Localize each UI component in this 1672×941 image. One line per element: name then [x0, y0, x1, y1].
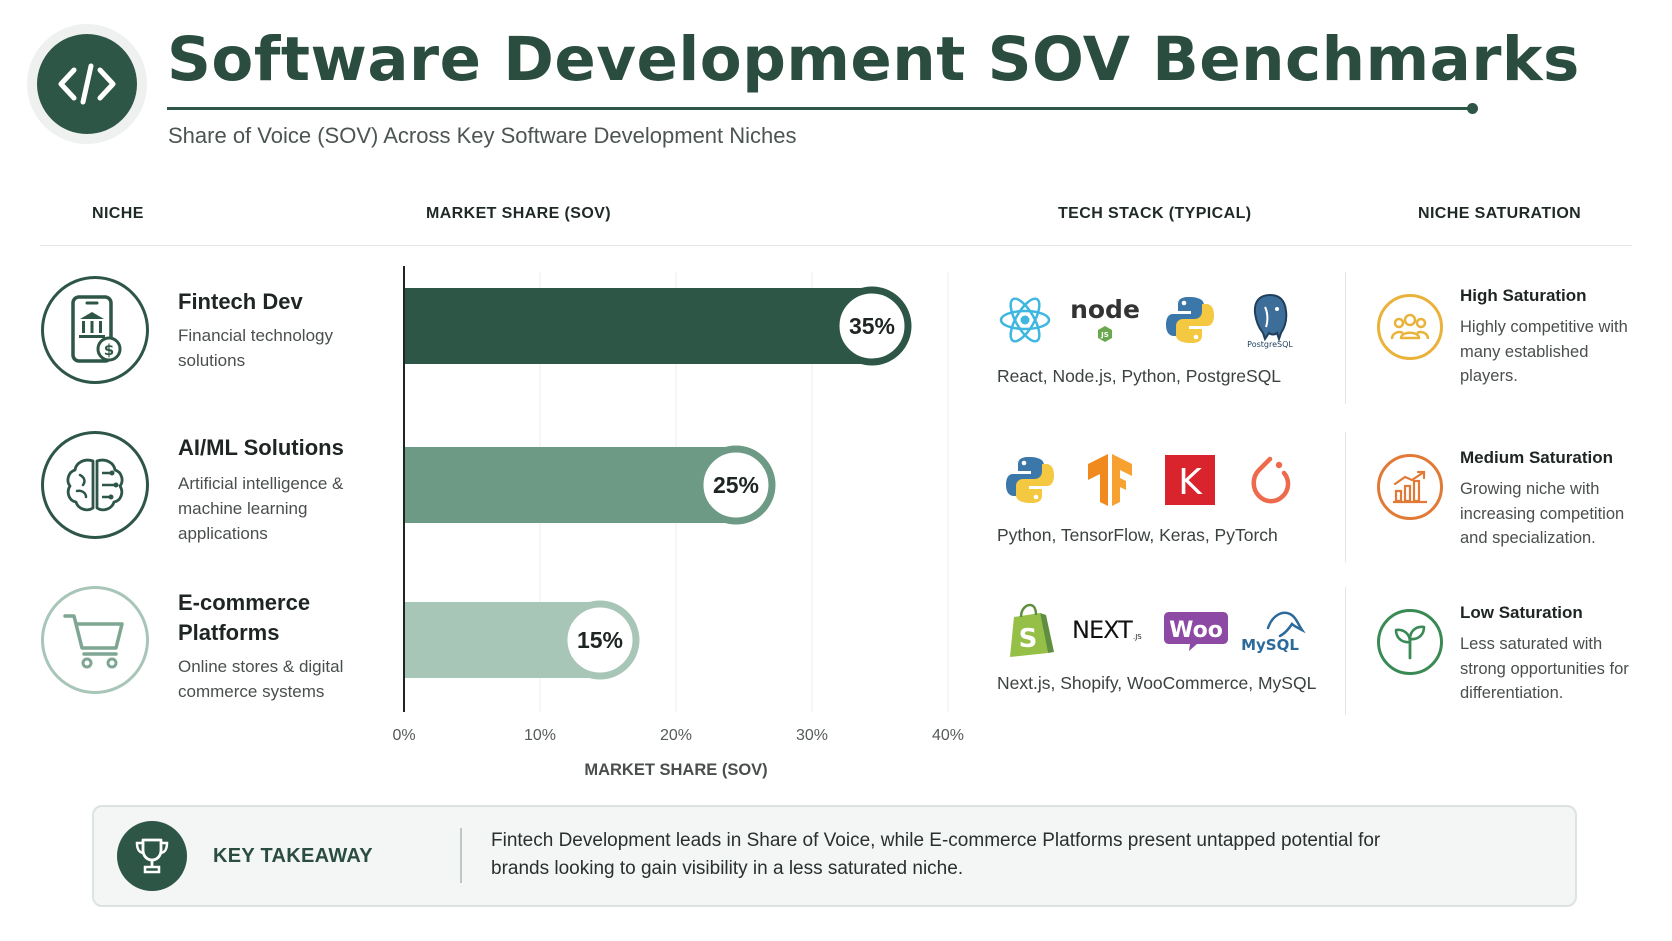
key-takeaway-text: Fintech Development leads in Share of Vo…: [491, 830, 1381, 879]
x-tick-label: 30%: [796, 727, 828, 744]
niche-name-ecommerce: E-commerce Platforms: [178, 590, 311, 645]
svg-text:K: K: [1178, 462, 1203, 503]
x-tick-label: 20%: [660, 727, 692, 744]
woocommerce-icon: Woo: [1163, 601, 1229, 661]
saturation-title-medium: Medium Saturation: [1460, 448, 1614, 467]
brain-circuit-icon: [41, 431, 149, 539]
page-subtitle: Share of Voice (SOV) Across Key Software…: [168, 123, 797, 148]
title-underline-dot: [1467, 103, 1478, 114]
people-group-icon: [1377, 294, 1443, 360]
bar-value-label: 25%: [713, 472, 759, 498]
svg-text:PostgreSQL: PostgreSQL: [1247, 340, 1293, 349]
x-tick-label: 0%: [392, 727, 415, 744]
niche-desc-aiml: Artificial intelligence & machine learni…: [178, 474, 344, 543]
shopify-icon: S: [1000, 601, 1060, 661]
saturation-divider: [1345, 587, 1346, 715]
saturation-title-high: High Saturation: [1460, 286, 1587, 305]
tech-icons-fintech: node JS PostgreSQL: [995, 290, 1315, 350]
column-header-tech-stack: TECH STACK (TYPICAL): [1058, 205, 1252, 222]
svg-text:.JS: .JS: [1133, 633, 1142, 641]
react-icon: [995, 290, 1055, 350]
niche-name-aiml: AI/ML Solutions: [178, 435, 344, 460]
mysql-icon: MySQL: [1240, 601, 1306, 661]
svg-text:MySQL: MySQL: [1241, 636, 1299, 654]
svg-text:JS: JS: [1100, 331, 1109, 339]
saturation-desc-medium: Growing niche with increasing competitio…: [1460, 480, 1625, 547]
svg-text:node: node: [1070, 295, 1140, 324]
nodejs-icon: node JS: [1070, 290, 1140, 350]
pytorch-icon: [1240, 450, 1300, 510]
key-takeaway-label: KEY TAKEAWAY: [213, 845, 373, 867]
tech-list-fintech: React, Node.js, Python, PostgreSQL: [997, 366, 1282, 386]
tech-icons-ecommerce: S NEXT .JS Woo MySQL: [995, 601, 1315, 661]
saturation-desc-low: Less saturated with strong opportunities…: [1460, 635, 1629, 702]
growth-chart-icon: [1377, 454, 1443, 520]
trophy-icon: [117, 821, 187, 891]
saturation-divider: [1345, 272, 1346, 404]
niche-desc-ecommerce: Online stores & digital commerce systems: [178, 657, 344, 701]
title-underline: [167, 107, 1471, 110]
tech-list-ecommerce: Next.js, Shopify, WooCommerce, MySQL: [997, 673, 1317, 693]
column-header-niche: NICHE: [92, 205, 144, 222]
svg-text:$: $: [104, 341, 114, 359]
x-tick-label: 10%: [524, 727, 556, 744]
svg-text:S: S: [1019, 624, 1038, 654]
saturation-desc-high: Highly competitive with many established…: [1460, 318, 1628, 385]
page-title: Software Development SOV Benchmarks: [167, 24, 1580, 95]
saturation-divider: [1345, 432, 1346, 562]
postgresql-icon: PostgreSQL: [1235, 290, 1305, 350]
bar-value-label: 15%: [577, 627, 623, 653]
sov-bar-chart: 35% 25% 15% 0% 10% 20% 30% 40% MARKET SHARE (SOV…: [392, 266, 964, 779]
svg-text:Woo: Woo: [1169, 618, 1223, 643]
bar-value-badge: [696, 445, 776, 525]
python-icon: [1160, 290, 1220, 350]
nextjs-icon: NEXT .JS: [1070, 601, 1150, 661]
bar-0: [404, 288, 880, 364]
key-takeaway-panel: [92, 805, 1577, 907]
shopping-cart-icon: [41, 586, 149, 694]
python-icon: [1000, 450, 1060, 510]
bar-value-badge: [560, 600, 640, 680]
bar-value-badge: [832, 286, 912, 366]
tensorflow-icon: [1080, 450, 1140, 510]
header-divider: [40, 245, 1632, 246]
keras-icon: K: [1160, 450, 1220, 510]
x-tick-label: 40%: [932, 727, 964, 744]
svg-text:NEXT: NEXT: [1072, 616, 1133, 644]
bar-1: [404, 447, 744, 523]
column-header-saturation: NICHE SATURATION: [1418, 205, 1582, 222]
key-takeaway-separator: [460, 828, 462, 883]
niche-desc-fintech: Financial technology solutions: [178, 326, 333, 370]
saturation-title-low: Low Saturation: [1460, 603, 1583, 622]
x-axis-title: MARKET SHARE (SOV): [584, 761, 767, 779]
tech-icons-aiml: K: [995, 450, 1315, 510]
tech-list-aiml: Python, TensorFlow, Keras, PyTorch: [997, 525, 1278, 545]
sprout-icon: [1377, 609, 1443, 675]
niche-name-fintech: Fintech Dev: [178, 289, 303, 314]
column-header-market-share: MARKET SHARE (SOV): [426, 205, 611, 222]
bar-value-label: 35%: [849, 313, 895, 339]
mobile-bank-icon: $: [41, 276, 149, 384]
code-brackets-icon: [37, 34, 137, 134]
